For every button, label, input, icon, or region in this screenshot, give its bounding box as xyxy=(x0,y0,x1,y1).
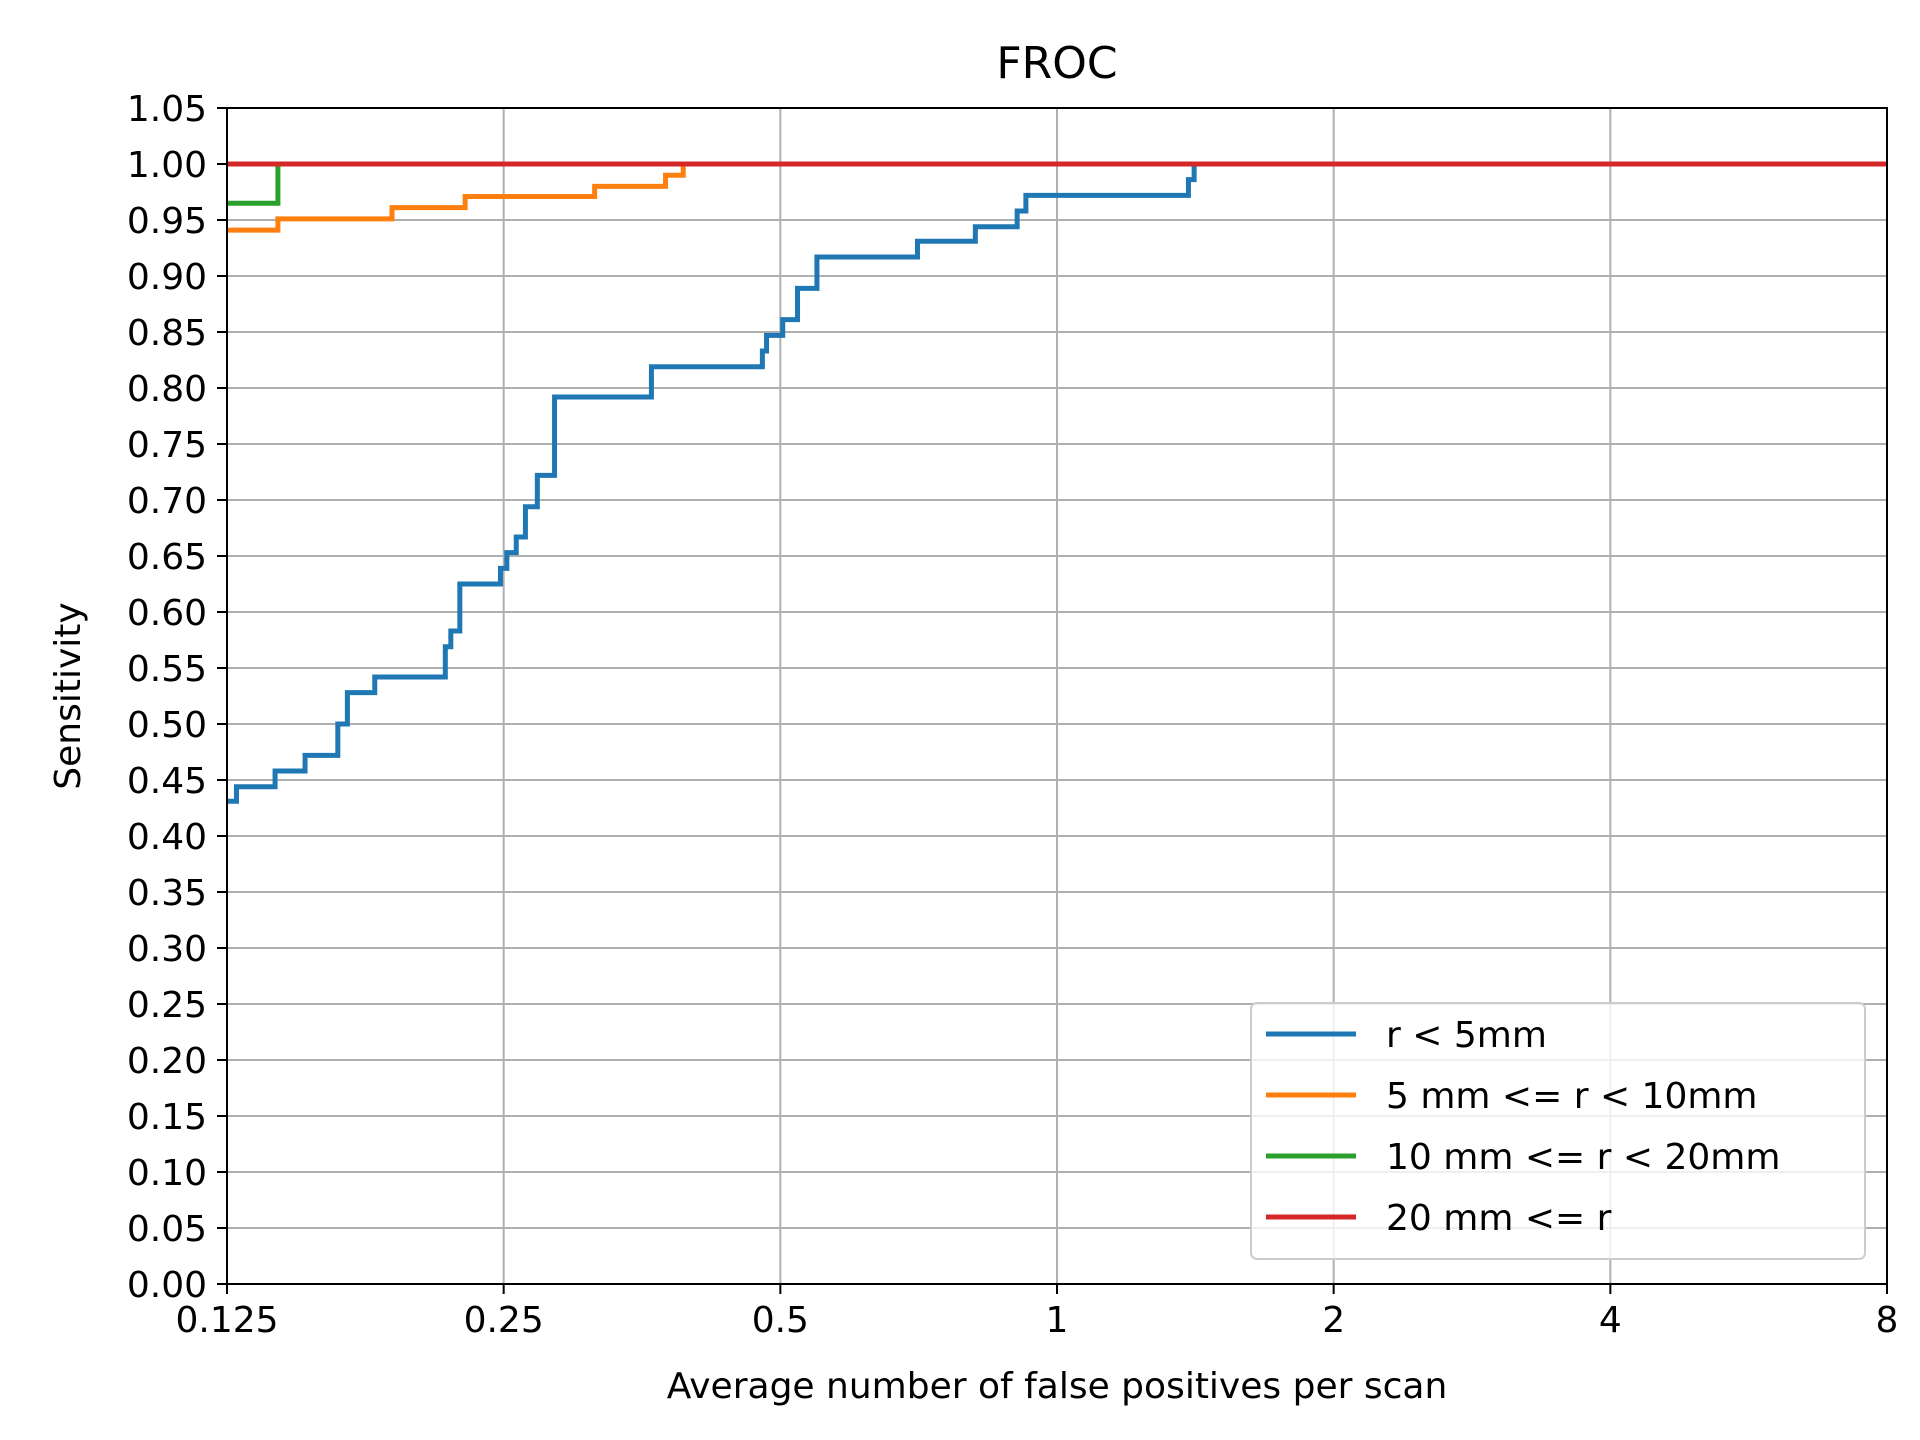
y-tick-label: 1.00 xyxy=(127,145,207,186)
legend-label-10-mm-r-20mm: 10 mm <= r < 20mm xyxy=(1386,1137,1780,1178)
legend-label-20-mm-r: 20 mm <= r xyxy=(1386,1198,1612,1239)
y-tick-label: 0.50 xyxy=(127,705,207,746)
y-tick-label: 0.35 xyxy=(127,873,207,914)
y-tick-label: 0.00 xyxy=(127,1265,207,1306)
y-tick-label: 0.65 xyxy=(127,537,207,578)
x-tick-label: 1 xyxy=(1046,1300,1069,1341)
y-tick-label: 0.85 xyxy=(127,313,207,354)
legend-label-5-mm-r-10mm: 5 mm <= r < 10mm xyxy=(1386,1076,1758,1117)
y-tick-label: 0.30 xyxy=(127,929,207,970)
y-tick-label: 0.45 xyxy=(127,761,207,802)
x-tick-label: 0.25 xyxy=(464,1300,544,1341)
x-tick-label: 4 xyxy=(1599,1300,1622,1341)
y-tick-label: 0.15 xyxy=(127,1097,207,1138)
legend-frame xyxy=(1250,1002,1866,1260)
series-line-r-5mm xyxy=(227,161,1887,804)
x-tick-label: 0.5 xyxy=(752,1300,809,1341)
y-tick-label: 0.75 xyxy=(127,425,207,466)
y-tick-label: 0.95 xyxy=(127,201,207,242)
y-tick-label: 0.80 xyxy=(127,369,207,410)
y-tick-label: 0.40 xyxy=(127,817,207,858)
y-tick-label: 0.55 xyxy=(127,649,207,690)
series-line-5-mm-r-10mm xyxy=(227,161,1887,233)
legend: r < 5mm 5 mm <= r < 10mm 10 mm <= r < 20mm… xyxy=(1250,1002,1866,1260)
y-tick-label: 1.05 xyxy=(127,89,207,130)
y-tick-label: 0.25 xyxy=(127,985,207,1026)
x-tick-label: 2 xyxy=(1322,1300,1345,1341)
y-tick-label: 0.10 xyxy=(127,1153,207,1194)
y-tick-label: 0.90 xyxy=(127,257,207,298)
x-axis-title: Average number of false positives per sc… xyxy=(667,1366,1448,1407)
x-tick-label: 8 xyxy=(1876,1300,1899,1341)
y-axis-title: Sensitivity xyxy=(48,602,89,789)
y-tick-label: 0.60 xyxy=(127,593,207,634)
y-tick-label: 0.20 xyxy=(127,1041,207,1082)
legend-label-r-5mm: r < 5mm xyxy=(1386,1015,1547,1056)
chart-title: FROC xyxy=(996,38,1117,89)
tick-layer: 0.125 0.25 0.5 1 2 4 8 0.00 0.05 0.10 0.15 0.20 0.25… xyxy=(127,89,1899,1341)
series-layer xyxy=(227,161,1887,804)
y-tick-label: 0.05 xyxy=(127,1209,207,1250)
x-tick-label: 0.125 xyxy=(175,1300,278,1341)
y-tick-label: 0.70 xyxy=(127,481,207,522)
